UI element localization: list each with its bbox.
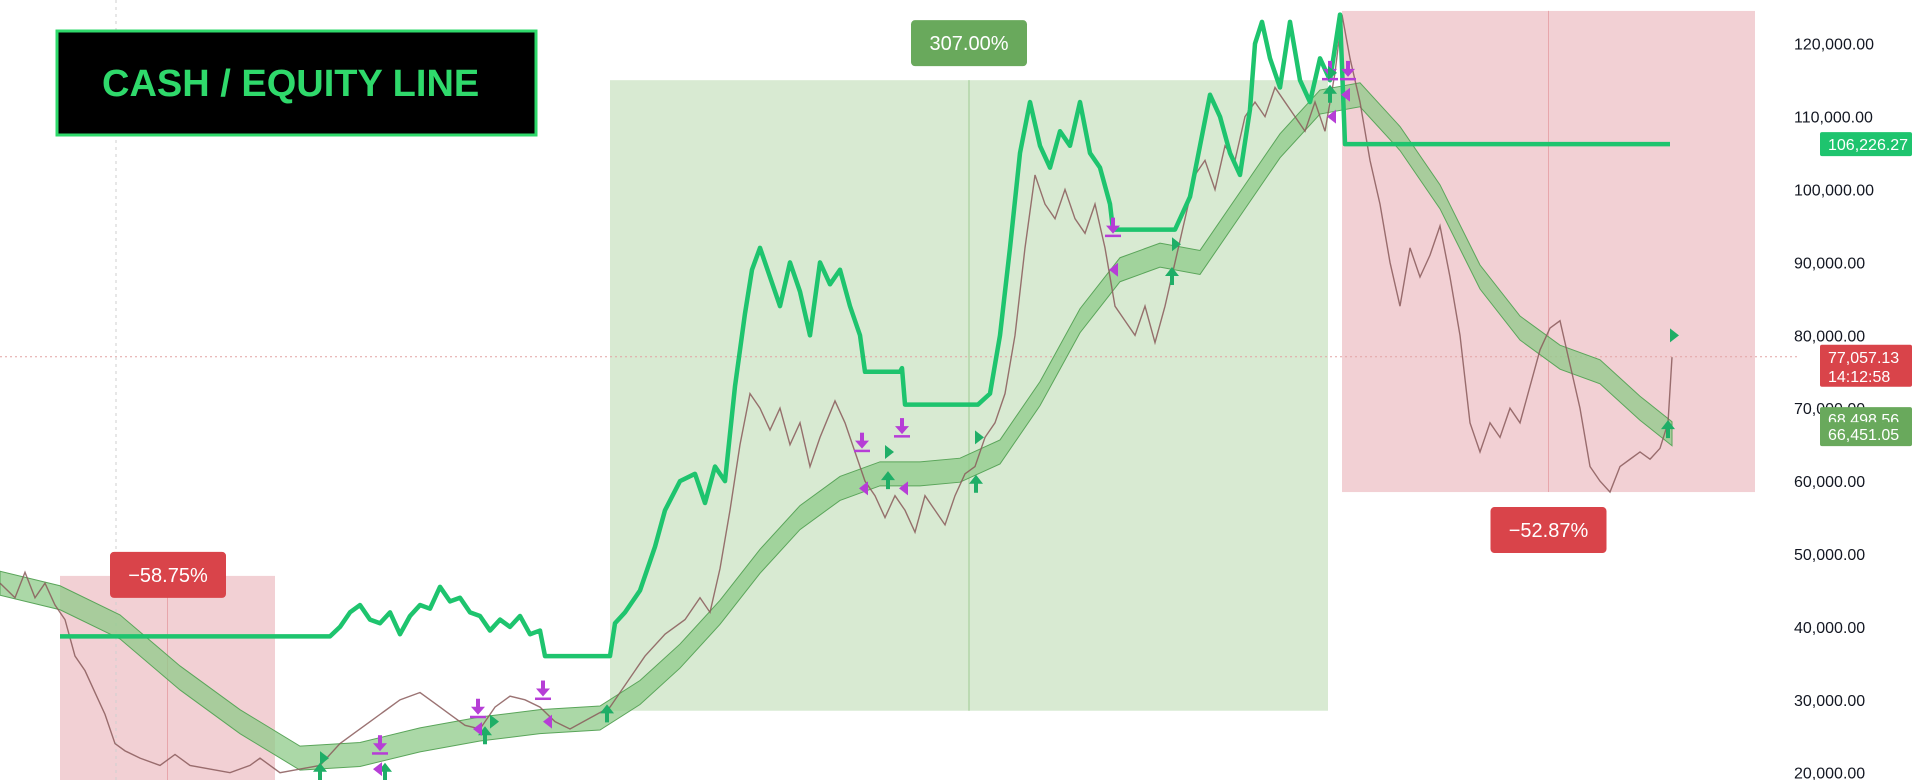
y-tick-label: 50,000.00 [1794,547,1865,564]
equity-line [60,12,1670,659]
price-chip-3: 66,451.05 [1820,422,1912,447]
sell-flag-icon [543,714,552,729]
title-box [55,29,538,137]
y-tick-label: 60,000.00 [1794,474,1865,491]
sell-arrow-icon [470,698,486,719]
buy-arrow-icon [1661,420,1675,439]
price-chip-label: 77,057.13 [1828,350,1899,367]
chart-title: CASH / EQUITY LINE [102,63,479,105]
sell-arrow-icon [854,432,870,453]
pct-badge-label: 307.00% [930,33,1009,55]
sell-flag-icon [859,481,868,496]
sell-arrow-icon [1105,217,1121,238]
price-chip-label: 106,226.27 [1828,137,1908,154]
price-chip-0: 106,226.27 [1820,132,1912,157]
buy-flag-icon [1670,328,1679,343]
y-tick-label: 40,000.00 [1794,620,1865,637]
buy-flag-icon [975,430,984,445]
buy-flag-icon [885,444,894,459]
buy-arrow-icon [600,704,614,723]
sell-flag-icon [1341,87,1350,102]
price-chip-label: 66,451.05 [1828,427,1899,444]
y-tick-label: 120,000.00 [1794,37,1874,54]
sell-flag-icon [1327,109,1336,124]
y-tick-label: 80,000.00 [1794,328,1865,345]
pct-badge-0: −58.75% [110,551,226,598]
pct-badge-label: −52.87% [1509,520,1589,542]
pct-badge-1: 307.00% [911,20,1027,67]
buy-arrow-icon [313,762,327,780]
price-chip-time: 14:12:58 [1828,369,1890,386]
y-tick-label: 100,000.00 [1794,183,1874,200]
buy-flag-icon [1328,65,1337,80]
sell-arrow-icon [535,680,551,701]
sell-flag-icon [1109,262,1118,277]
pct-badge-label: −58.75% [128,565,208,587]
buy-flag-icon [1172,237,1181,252]
sell-flag-icon [373,762,382,777]
trend-ribbon [0,82,1673,771]
buy-arrow-icon [1323,84,1337,103]
buy-arrow-icon [969,474,983,493]
pct-badge-2: −52.87% [1490,507,1607,554]
sell-arrow-icon [372,735,388,755]
price-chip-1: 77,057.13 14:12:58 [1820,344,1912,387]
sell-flag-icon [473,721,482,736]
y-tick-label: 30,000.00 [1794,693,1865,710]
sell-flag-icon [899,481,908,496]
y-tick-label: 110,000.00 [1794,110,1873,127]
y-tick-label: 20,000.00 [1794,766,1865,780]
buy-arrow-icon [1165,267,1179,286]
buy-flag-icon [490,714,499,729]
sell-arrow-icon [1340,60,1356,81]
buy-flag-icon [320,751,329,766]
sell-arrow-icon [894,418,910,438]
y-tick-label: 90,000.00 [1794,255,1865,272]
buy-arrow-icon [881,471,895,490]
